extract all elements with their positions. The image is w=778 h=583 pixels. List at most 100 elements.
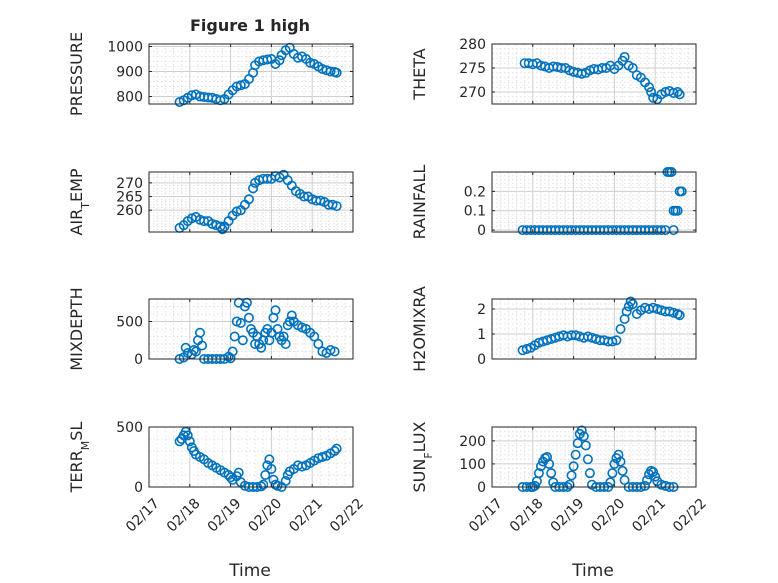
- series-theta: [519, 51, 685, 105]
- data-point: [262, 54, 273, 65]
- data-point: [582, 454, 593, 465]
- data-point: [305, 57, 316, 68]
- y-axis-label: RAINFALL: [410, 165, 429, 240]
- data-point: [313, 338, 324, 349]
- data-point: [529, 480, 540, 491]
- data-point: [642, 475, 653, 486]
- data-point: [566, 470, 577, 481]
- y-axis-label: TERRMSL: [67, 422, 92, 494]
- x-axis-label: Time: [571, 561, 614, 581]
- data-point: [280, 475, 291, 486]
- data-point: [190, 346, 201, 357]
- data-point: [272, 480, 283, 491]
- y-tick-label: 0.1: [464, 204, 486, 220]
- data-point: [197, 340, 208, 351]
- data-point: [284, 316, 295, 327]
- data-point: [621, 306, 632, 317]
- data-point: [570, 449, 581, 460]
- axes-box: [148, 426, 354, 488]
- data-point: [331, 67, 342, 78]
- data-point: [617, 465, 628, 476]
- y-axis-label: SUNFLUX: [410, 421, 435, 492]
- data-point: [584, 468, 595, 479]
- data-point: [248, 183, 259, 194]
- y-tick-label: 200: [459, 434, 486, 450]
- subplot-rainfall: 0 0.1 0.2 RAINFALL: [410, 165, 697, 240]
- data-point: [676, 186, 687, 197]
- data-point: [258, 479, 269, 490]
- data-point: [611, 335, 622, 346]
- data-point: [615, 323, 626, 334]
- data-point: [225, 472, 236, 483]
- data-point: [174, 436, 185, 447]
- data-point: [270, 305, 281, 316]
- data-point: [544, 458, 555, 469]
- data-point: [668, 87, 679, 98]
- data-point: [237, 335, 248, 346]
- series-mixdepth: [174, 297, 340, 364]
- data-point: [217, 224, 228, 235]
- figure-title: Figure 1 high: [190, 16, 310, 35]
- data-point: [264, 454, 275, 465]
- axes-box: [491, 426, 697, 488]
- x-tick-label: 02/20: [245, 496, 285, 536]
- y-tick-label: 100: [459, 457, 486, 473]
- data-point: [613, 449, 624, 460]
- series-air-temp: [174, 169, 342, 235]
- data-point: [609, 458, 620, 469]
- x-tick-label: 02/18: [507, 496, 547, 536]
- data-point: [607, 336, 618, 347]
- y-tick-label: 1000: [107, 40, 143, 56]
- axes-box: [491, 298, 697, 360]
- y-tick-label: 1: [477, 327, 486, 343]
- y-tick-label: 0: [134, 480, 143, 496]
- series-pressure: [174, 42, 342, 108]
- axes-box: [491, 171, 697, 233]
- data-point: [619, 51, 630, 62]
- x-tick-label: 02/19: [205, 496, 245, 536]
- data-point: [533, 468, 544, 479]
- data-point: [266, 463, 277, 474]
- y-tick-label: 0: [477, 480, 486, 496]
- data-point: [280, 338, 291, 349]
- series-terr-msl: [174, 426, 342, 492]
- axes-box: [148, 171, 354, 233]
- subplot-h2omixra: 0 1 2 H2OMIXRA: [410, 286, 697, 372]
- subplot-terr-msl: 0 500 02/17 02/18 02/19 02/20 02/21 02/22 TERRMS…: [67, 420, 367, 581]
- data-point: [646, 87, 657, 98]
- data-point: [296, 461, 307, 472]
- data-point: [243, 194, 254, 205]
- data-point: [627, 62, 638, 73]
- x-tick-label: 02/21: [629, 496, 669, 536]
- y-tick-label: 260: [116, 203, 143, 219]
- x-tick-label: 02/17: [123, 496, 163, 536]
- series-h2omixra: [517, 296, 685, 356]
- data-point: [235, 80, 246, 91]
- data-point: [568, 461, 579, 472]
- data-point: [656, 225, 667, 236]
- y-tick-label: 270: [459, 85, 486, 101]
- data-point: [648, 466, 659, 477]
- data-point: [331, 443, 342, 454]
- data-point: [317, 451, 328, 462]
- data-point: [233, 467, 244, 478]
- data-point: [615, 456, 626, 467]
- x-tick-label: 02/22: [670, 496, 710, 536]
- data-point: [256, 481, 267, 492]
- series-rainfall: [517, 167, 687, 236]
- y-tick-label: 0: [477, 352, 486, 368]
- data-point: [672, 205, 683, 216]
- data-point: [235, 317, 246, 328]
- data-point: [329, 445, 340, 456]
- x-tick-label: 02/20: [588, 496, 628, 536]
- data-point: [546, 468, 557, 479]
- y-tick-label: 0: [134, 352, 143, 368]
- x-tick-label: 02/21: [286, 496, 326, 536]
- data-point: [625, 296, 636, 307]
- y-tick-label: 0.2: [464, 184, 486, 200]
- data-point: [674, 310, 685, 321]
- subplot-mixdepth: 0 500 MIXDEPTH: [67, 287, 354, 371]
- data-point: [542, 451, 553, 462]
